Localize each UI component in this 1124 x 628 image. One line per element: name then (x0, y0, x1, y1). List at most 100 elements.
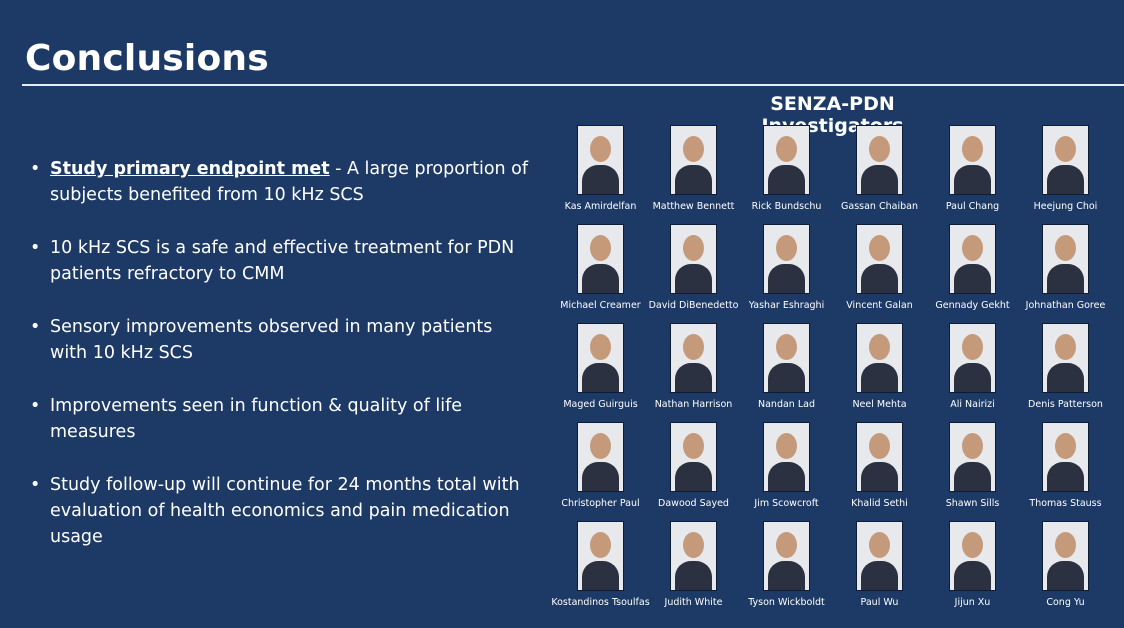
investigator-name: Nandan Lad (758, 399, 815, 410)
investigator-name: Vincent Galan (846, 300, 913, 311)
investigator-name: Paul Chang (945, 201, 1000, 212)
investigator-grid: Kas Amirdelfan Matthew Bennett Rick Bundsc… (551, 125, 1112, 620)
investigator-card: Ali Nairizi (926, 323, 1019, 422)
bullet-item: Study follow-up will continue for 24 mon… (30, 472, 530, 550)
investigator-card: Gassan Chaiban (833, 125, 926, 224)
investigator-name: Heejung Choi (1033, 201, 1098, 212)
investigator-card: Neel Mehta (833, 323, 926, 422)
investigator-photo (949, 125, 996, 195)
investigator-name: David DiBenedetto (648, 300, 739, 311)
bullet-text: - A large proportion of subjects benefit… (50, 159, 529, 205)
investigator-photo (856, 125, 903, 195)
bullet-text: Improvements seen in function & quality … (50, 396, 462, 442)
investigator-photo (1042, 224, 1089, 294)
investigator-name: Dawood Sayed (658, 498, 729, 509)
investigator-photo (1042, 521, 1089, 591)
investigator-name: Gennady Gekht (935, 300, 1010, 311)
investigator-photo (670, 224, 717, 294)
investigator-name: Cong Yu (1046, 597, 1085, 608)
investigator-card: David DiBenedetto (647, 224, 740, 323)
bullet-text: Sensory improvements observed in many pa… (50, 317, 493, 363)
investigator-card: Rick Bundschu (740, 125, 833, 224)
conclusions-list: Study primary endpoint met - A large pro… (30, 156, 530, 577)
investigator-photo (763, 521, 810, 591)
investigator-photo (670, 323, 717, 393)
investigator-card: Kostandinos Tsoulfas (551, 521, 650, 620)
investigator-name: Khalid Sethi (851, 498, 908, 509)
investigator-card: Christopher Paul (554, 422, 647, 521)
investigator-name: Thomas Stauss (1029, 498, 1102, 509)
investigator-name: Gassan Chaiban (841, 201, 918, 212)
investigator-photo (949, 323, 996, 393)
investigator-card: Johnathan Goree (1019, 224, 1112, 323)
investigator-photo (949, 422, 996, 492)
investigator-name: Christopher Paul (561, 498, 640, 509)
investigator-name: Ali Nairizi (950, 399, 995, 410)
investigator-photo (1042, 422, 1089, 492)
investigator-name: Johnathan Goree (1025, 300, 1106, 311)
investigator-photo (670, 422, 717, 492)
investigator-name: Kas Amirdelfan (564, 201, 637, 212)
investigator-name: Maged Guirguis (563, 399, 638, 410)
investigator-card: Khalid Sethi (833, 422, 926, 521)
investigator-card: Heejung Choi (1019, 125, 1112, 224)
investigator-photo (949, 224, 996, 294)
investigator-card: Maged Guirguis (554, 323, 647, 422)
investigator-photo (856, 224, 903, 294)
investigator-name: Shawn Sills (945, 498, 1000, 509)
bullet-item: Study primary endpoint met - A large pro… (30, 156, 530, 208)
investigator-name: Jim Scowcroft (754, 498, 819, 509)
investigator-photo (1042, 323, 1089, 393)
bullet-lead: Study primary endpoint met (50, 159, 330, 179)
investigator-card: Dawood Sayed (647, 422, 740, 521)
bullet-item: Improvements seen in function & quality … (30, 393, 530, 445)
investigator-name: Denis Patterson (1028, 399, 1103, 410)
investigator-name: Neel Mehta (852, 399, 907, 410)
bullet-text: 10 kHz SCS is a safe and effective treat… (50, 238, 515, 284)
investigator-photo (577, 422, 624, 492)
investigator-photo (763, 422, 810, 492)
investigator-card: Yashar Eshraghi (740, 224, 833, 323)
investigator-name: Michael Creamer (560, 300, 641, 311)
investigator-card: Jijun Xu (926, 521, 1019, 620)
investigator-photo (856, 323, 903, 393)
investigator-name: Kostandinos Tsoulfas (551, 597, 650, 608)
slide-title: Conclusions (25, 38, 269, 79)
investigator-card: Denis Patterson (1019, 323, 1112, 422)
investigator-name: Rick Bundschu (751, 201, 822, 212)
investigator-card: Matthew Bennett (647, 125, 740, 224)
investigator-card: Thomas Stauss (1019, 422, 1112, 521)
investigator-card: Nandan Lad (740, 323, 833, 422)
investigator-card: Shawn Sills (926, 422, 1019, 521)
investigator-card: Tyson Wickboldt (740, 521, 833, 620)
bullet-item: Sensory improvements observed in many pa… (30, 314, 530, 366)
investigator-card: Judith White (647, 521, 740, 620)
investigator-name: Nathan Harrison (654, 399, 733, 410)
investigator-name: Matthew Bennett (652, 201, 735, 212)
investigator-name: Tyson Wickboldt (748, 597, 825, 608)
investigator-card: Paul Wu (833, 521, 926, 620)
investigator-photo (763, 224, 810, 294)
investigator-name: Judith White (664, 597, 723, 608)
investigator-photo (763, 125, 810, 195)
investigator-photo (856, 422, 903, 492)
investigator-card: Nathan Harrison (647, 323, 740, 422)
investigator-photo (1042, 125, 1089, 195)
investigator-photo (763, 323, 810, 393)
investigator-photo (577, 323, 624, 393)
investigator-photo (577, 224, 624, 294)
title-divider (22, 84, 1124, 86)
bullet-item: 10 kHz SCS is a safe and effective treat… (30, 235, 530, 287)
investigator-photo (949, 521, 996, 591)
investigator-photo (670, 521, 717, 591)
investigator-card: Michael Creamer (554, 224, 647, 323)
investigator-card: Gennady Gekht (926, 224, 1019, 323)
investigator-name: Jijun Xu (954, 597, 991, 608)
investigator-card: Vincent Galan (833, 224, 926, 323)
investigator-card: Cong Yu (1019, 521, 1112, 620)
investigator-card: Jim Scowcroft (740, 422, 833, 521)
investigator-name: Paul Wu (860, 597, 899, 608)
investigator-photo (577, 521, 624, 591)
investigator-card: Kas Amirdelfan (554, 125, 647, 224)
investigator-card: Paul Chang (926, 125, 1019, 224)
